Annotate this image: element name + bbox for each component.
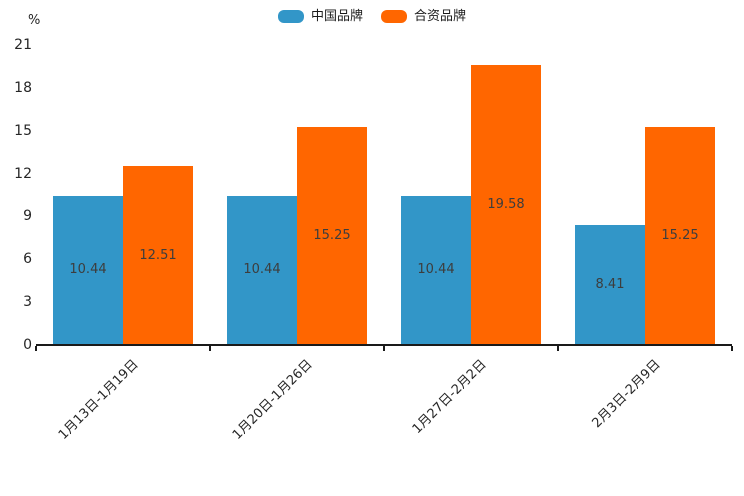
- bar-value-label: 10.44: [243, 262, 281, 278]
- bar-value-label: 15.25: [661, 228, 699, 244]
- bar-value-label: 19.58: [487, 197, 525, 213]
- y-tick-label: 6: [23, 251, 32, 268]
- y-axis-unit-label: %: [28, 13, 41, 28]
- legend-swatch-china-brand: [277, 10, 304, 23]
- bar: [401, 195, 471, 345]
- x-axis-tick: [209, 346, 211, 351]
- bar: [297, 127, 367, 345]
- bar-value-label: 8.41: [595, 276, 625, 292]
- x-tick-label: 1月13日-1月19日: [55, 357, 142, 443]
- y-tick-label: 0: [23, 337, 32, 353]
- bar: [471, 65, 541, 345]
- x-axis-tick: [557, 346, 559, 351]
- legend-item-joint-venture-brand: 合资品牌: [381, 9, 466, 24]
- bar-value-label: 15.25: [313, 228, 351, 244]
- bar: [227, 195, 297, 345]
- x-tick-label: 1月20日-1月26日: [229, 357, 316, 443]
- bar: [645, 127, 715, 345]
- legend: 中国品牌 合资品牌: [0, 9, 744, 24]
- x-axis-tick: [731, 346, 733, 351]
- y-tick-label: 18: [14, 79, 32, 96]
- legend-label-joint-venture-brand: 合资品牌: [414, 9, 467, 24]
- legend-label-china-brand: 中国品牌: [310, 9, 363, 24]
- y-tick-label: 3: [23, 294, 32, 311]
- y-tick-label: 12: [14, 165, 32, 182]
- legend-item-china-brand: 中国品牌: [277, 9, 363, 24]
- bar: [575, 224, 645, 345]
- y-tick-label: 9: [23, 208, 32, 225]
- bar: [53, 195, 123, 345]
- bar-value-label: 10.44: [69, 262, 107, 278]
- y-tick-label: 21: [14, 37, 32, 53]
- x-tick-label: 2月3日-2月9日: [589, 357, 664, 432]
- bar: [123, 166, 193, 345]
- x-tick-label: 1月27日-2月2日: [409, 357, 490, 437]
- x-axis-tick: [35, 346, 37, 351]
- legend-swatch-joint-venture-brand: [381, 10, 407, 23]
- bar-value-label: 12.51: [139, 247, 177, 263]
- x-axis-line: [36, 344, 732, 346]
- bar-value-label: 10.44: [417, 262, 455, 278]
- y-tick-label: 15: [14, 122, 32, 139]
- x-axis-tick: [383, 346, 385, 351]
